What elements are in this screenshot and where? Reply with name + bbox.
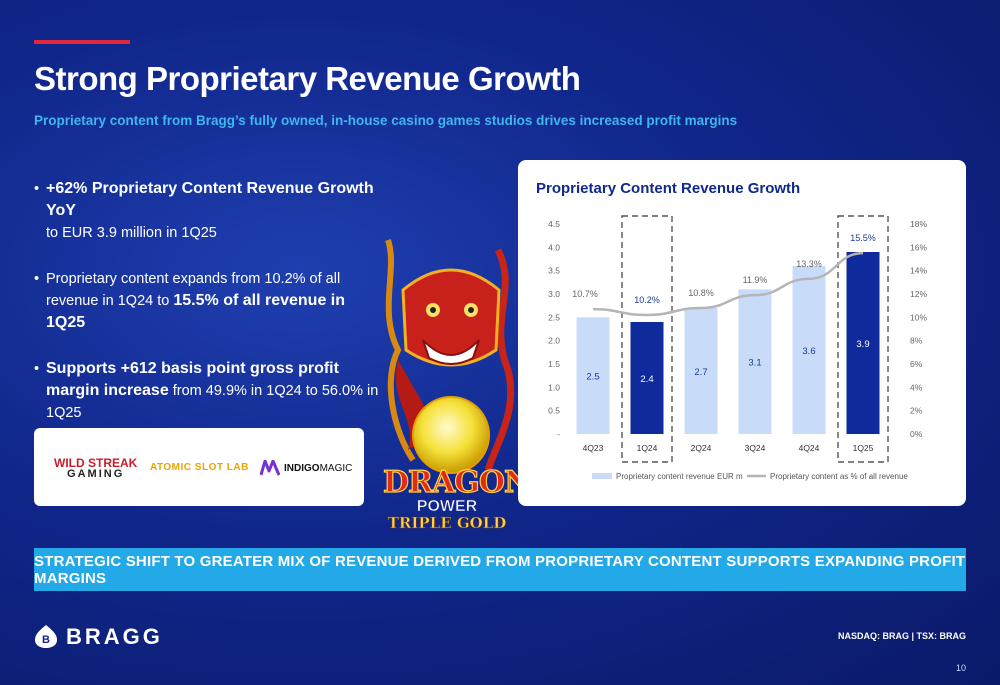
bar-3q24 [738, 289, 772, 434]
bullet-revenue-growth: +62% Proprietary Content Revenue Growth … [34, 178, 384, 244]
game-logo-line1: DRAGON [382, 465, 532, 500]
chart-title: Proprietary Content Revenue Growth [536, 180, 801, 197]
x-tick-label: 2Q24 [691, 443, 712, 453]
bullet-margin-strong: Supports +612 basis point gross profit m… [46, 360, 339, 399]
bar-4q24 [792, 266, 826, 434]
y-left-tick-label: 3.0 [548, 289, 560, 299]
y-right-tick-label: 10% [910, 312, 927, 322]
y-right-tick-label: 18% [910, 219, 927, 229]
percent-value-label: 10.2% [634, 295, 660, 305]
brand-name: BRAGG [66, 624, 163, 649]
y-right-tick-label: 12% [910, 289, 927, 299]
bar-value-label: 3.1 [748, 358, 761, 369]
legend-bar-swatch [592, 473, 612, 479]
strategy-banner-text: STRATEGIC SHIFT TO GREATER MIX OF REVENU… [34, 552, 966, 587]
x-tick-label: 4Q23 [583, 443, 604, 453]
bullet-margin-text: from 49.9% in 1Q24 to 56.0% in 1Q25 [46, 383, 379, 421]
percent-value-label: 10.8% [688, 288, 714, 298]
bar-4q23 [576, 317, 610, 434]
svg-text:B: B [42, 634, 50, 646]
x-tick-label: 1Q24 [637, 443, 658, 453]
page-number: 10 [955, 663, 966, 673]
y-left-tick-label: 2.5 [548, 312, 560, 322]
bullet-revenue-growth-text: to EUR 3.9 million in 1Q25 [46, 225, 217, 241]
y-left-tick-label: 4.0 [548, 242, 560, 252]
bullet-content-share: Proprietary content expands from 10.2% o… [34, 268, 384, 334]
bar-value-label: 2.4 [640, 374, 653, 385]
dragon-illustration [385, 239, 515, 474]
game-logo-line2: POWER [416, 498, 478, 515]
bullet-revenue-growth-strong: +62% Proprietary Content Revenue Growth … [46, 180, 374, 219]
indigo-magic-logo: INDIGOMAGIC [260, 460, 352, 476]
y-right-tick-label: 0% [910, 429, 923, 439]
bullet-margin: Supports +612 basis point gross profit m… [34, 358, 384, 424]
y-right-tick-label: 8% [910, 336, 923, 346]
game-logo-line3: TRIPLE GOLD [387, 514, 507, 532]
y-right-tick-label: 6% [910, 359, 923, 369]
bar-1q25 [846, 252, 880, 434]
y-right-tick-label: 16% [910, 242, 927, 252]
highlight-box-1q24 [621, 215, 673, 463]
percent-value-label: 11.9% [743, 275, 768, 285]
dragon-power-game-logo: DRAGON POWER TRIPLE GOLD [382, 465, 532, 532]
y-left-tick-label: 1.0 [548, 382, 560, 392]
percent-line [592, 251, 864, 317]
y-left-tick-label: 3.5 [548, 266, 560, 276]
bar-1q24 [630, 322, 664, 434]
indigo-magic-logo-bold: INDIGO [284, 462, 320, 474]
atomic-slot-lab-logo: ATOMIC SLOT LAB [150, 462, 249, 473]
y-left-tick-label: 0.5 [548, 406, 560, 416]
revenue-chart-card: - 0.5 1.0 1.5 2.0 2.5 3.0 3.5 4.0 4.5 0% 2% 4% 6% 8% 10… [518, 160, 966, 506]
studio-logos-panel: WILD STREAK GAMING ATOMIC SLOT LAB INDIG… [34, 428, 364, 506]
stock-ticker: NASDAQ: BRAG | TSX: BRAG [837, 631, 966, 641]
strategy-banner: STRATEGIC SHIFT TO GREATER MIX OF REVENU… [34, 548, 966, 591]
title-accent-bar [34, 40, 130, 44]
y-left-tick-label: - [557, 429, 560, 439]
highlight-box-1q25 [837, 215, 889, 463]
key-points-list: +62% Proprietary Content Revenue Growth … [34, 178, 384, 448]
wild-streak-logo-line1: WILD STREAK [54, 456, 138, 470]
bragg-brand: B BRAGG [34, 624, 163, 650]
bragg-logo-icon: B [35, 625, 57, 648]
percent-value-label: 15.5% [850, 233, 876, 243]
percent-value-label: 10.7% [572, 289, 598, 299]
indigo-magic-mark-icon [260, 460, 280, 476]
bar-value-label: 2.5 [586, 372, 599, 383]
revenue-chart: - 0.5 1.0 1.5 2.0 2.5 3.0 3.5 4.0 4.5 0% 2% 4% 6% 8% 10… [548, 215, 927, 481]
y-right-tick-label: 2% [910, 406, 923, 416]
bar-value-label: 3.6 [802, 346, 815, 357]
bar-value-label: 2.7 [694, 367, 707, 378]
y-left-tick-label: 4.5 [548, 219, 560, 229]
bar-value-label: 3.9 [856, 339, 869, 350]
indigo-magic-logo-rest: MAGIC [319, 462, 353, 474]
y-right-tick-label: 4% [910, 382, 923, 392]
x-tick-label: 4Q24 [799, 443, 820, 453]
x-tick-label: 1Q25 [853, 443, 874, 453]
bar-2q24 [684, 308, 718, 434]
x-tick-label: 3Q24 [745, 443, 766, 453]
bullet-content-share-strong: 15.5% of all revenue in 1Q25 [46, 292, 345, 331]
y-left-tick-label: 2.0 [548, 336, 560, 346]
y-left-tick-label: 1.5 [548, 359, 560, 369]
wild-streak-logo-line2: GAMING [67, 468, 125, 480]
y-right-tick-label: 14% [910, 266, 927, 276]
legend-bar-label: Proprietary content revenue EUR m [616, 472, 743, 481]
bullet-content-share-text: Proprietary content expands from 10.2% o… [46, 271, 341, 309]
page-subtitle: Proprietary content from Bragg’s fully o… [34, 113, 738, 128]
page-title: Strong Proprietary Revenue Growth [34, 60, 581, 97]
legend-line-label: Proprietary content as % of all revenue [770, 472, 908, 481]
percent-value-label: 13.3% [796, 259, 822, 269]
wild-streak-logo: WILD STREAK GAMING [54, 456, 138, 480]
